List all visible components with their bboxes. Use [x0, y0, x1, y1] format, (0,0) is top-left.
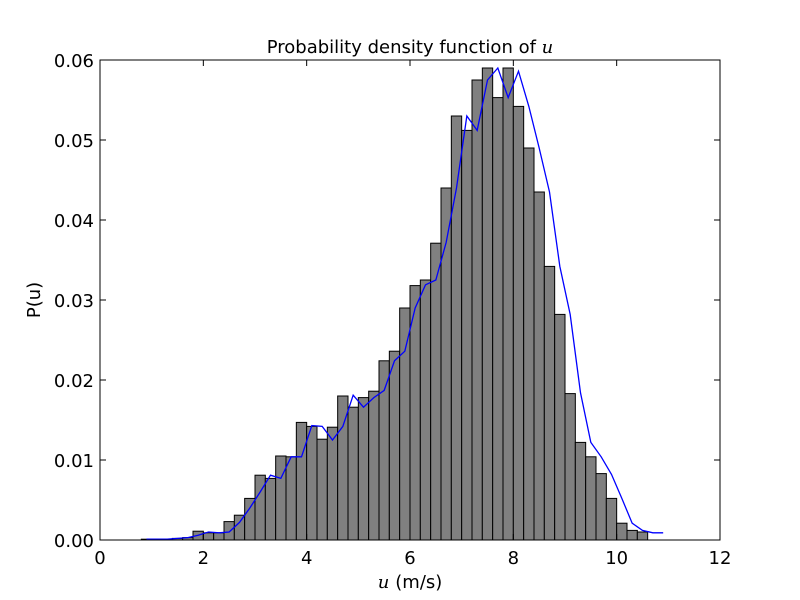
histogram-bar	[202, 532, 215, 541]
histogram-bar	[347, 406, 359, 541]
histogram-bar	[264, 477, 277, 541]
histogram-bar	[492, 97, 504, 541]
histogram-bar	[512, 105, 525, 541]
density-line-layer	[146, 66, 664, 540]
histogram-bar	[471, 79, 483, 541]
histogram-bar	[378, 360, 390, 541]
y-tick-label: 0.05	[54, 131, 94, 152]
histogram-bar	[337, 395, 349, 541]
histogram-bar	[213, 532, 225, 541]
histogram-bar	[357, 397, 370, 541]
histogram-bar	[523, 147, 535, 541]
histogram-bar	[554, 313, 566, 541]
y-tick-label: 0.06	[54, 51, 94, 72]
histogram-bar	[326, 426, 339, 541]
histogram-bar	[605, 497, 618, 541]
x-tick-label: 12	[709, 548, 732, 569]
y-tick-label: 0.02	[54, 371, 94, 392]
histogram-bar	[306, 425, 318, 541]
x-tick-label: 6	[404, 548, 415, 569]
y-axis-label: P(u)	[24, 282, 45, 318]
x-axis-label: u (m/s)	[378, 572, 443, 593]
histogram-bar	[316, 438, 328, 541]
histogram-bar	[585, 456, 597, 541]
y-axis-ticks: 0.00 0.01 0.02 0.03 0.04 0.05 0.06	[54, 51, 720, 552]
histogram-bar	[285, 456, 297, 541]
histogram-bar	[295, 421, 308, 541]
histogram-bar	[461, 129, 473, 541]
histogram-bar	[388, 350, 401, 541]
histogram-bar	[430, 242, 442, 541]
histogram-bar	[564, 393, 576, 541]
density-line	[146, 66, 664, 540]
histogram-bar	[419, 279, 432, 541]
histogram-bar	[543, 265, 556, 541]
histogram-bar	[574, 441, 587, 541]
histogram-bar	[533, 191, 545, 541]
histogram-bar	[368, 390, 380, 541]
histogram-bar	[275, 455, 287, 541]
x-axis-label-variable: u	[378, 572, 390, 593]
histogram-bar	[244, 497, 256, 541]
histogram-bar	[450, 115, 463, 541]
histogram-bar	[616, 522, 628, 541]
histogram-bar	[233, 514, 246, 541]
histogram-bar	[502, 67, 514, 541]
y-tick-label: 0.04	[54, 211, 94, 232]
y-tick-label: 0.00	[54, 531, 94, 552]
y-tick-label: 0.03	[54, 291, 94, 312]
y-tick-label: 0.01	[54, 451, 94, 472]
x-tick-label: 0	[94, 548, 105, 569]
x-tick-label: 8	[508, 548, 519, 569]
histogram-bar	[626, 529, 638, 541]
x-tick-label: 10	[605, 548, 628, 569]
x-tick-label: 4	[301, 548, 312, 569]
x-tick-label: 2	[198, 548, 209, 569]
x-axis-label-unit: (m/s)	[395, 572, 442, 593]
chart-title: Probability density function of u	[267, 37, 554, 58]
chart-title-prefix: Probability density function of	[267, 37, 542, 58]
histogram-bar	[636, 531, 649, 541]
histogram-bar	[595, 473, 607, 541]
histogram-bar	[481, 67, 494, 541]
histogram-bar	[223, 521, 235, 541]
x-axis-ticks: 0 2 4 6 8 10 12	[94, 60, 731, 569]
histogram-bar	[399, 307, 411, 541]
chart-title-variable: u	[542, 37, 554, 58]
